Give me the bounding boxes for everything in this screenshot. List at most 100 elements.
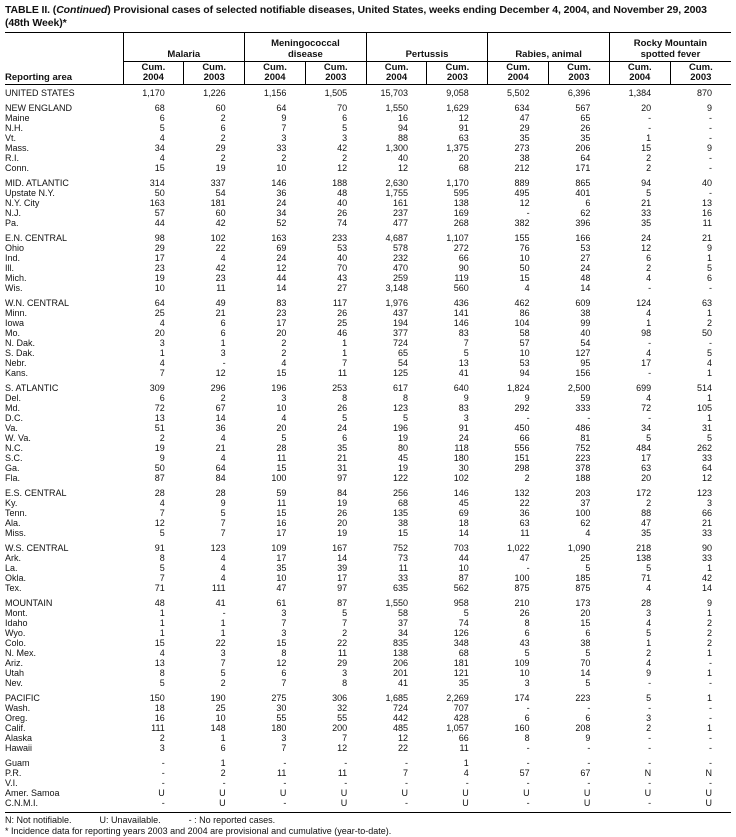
value-cell: 208 (575, 723, 591, 733)
value-cell: 26 (337, 308, 348, 318)
value-cell: 5 (646, 563, 652, 573)
table-bottom-rule (5, 812, 731, 813)
value-cell: N (644, 768, 652, 778)
value-cell: 206 (392, 658, 408, 668)
value-cell: 6 (159, 113, 165, 123)
value-cell: 11 (337, 768, 348, 778)
reporting-area-cell: Amer. Samoa (5, 788, 60, 798)
value-cell: 7 (220, 518, 226, 528)
value-cell: 52 (276, 218, 287, 228)
value-cell: - (161, 768, 165, 778)
value-cell: 174 (514, 693, 530, 703)
value-cell: 1 (706, 693, 712, 703)
value-cell: 42 (215, 263, 226, 273)
reporting-area-cell: D.C. (5, 413, 23, 423)
value-cell: 11 (702, 218, 712, 228)
value-cell: 298 (514, 463, 530, 473)
value-cell: 875 (514, 583, 530, 593)
value-cell: 67 (215, 403, 226, 413)
value-cell: 16 (701, 208, 712, 218)
value-cell: 138 (392, 648, 408, 658)
value-cell: U (583, 788, 591, 798)
value-cell: 19 (215, 163, 226, 173)
value-cell: 47 (519, 113, 530, 123)
value-cell: 29 (154, 243, 165, 253)
value-cell: 835 (392, 638, 408, 648)
table-row: N.J. 57 60 34 26 237 169 - 62 33 16 (5, 208, 731, 218)
table-row: Ill. 23 42 12 70 470 90 50 24 2 5 (5, 263, 731, 273)
value-cell: 1 (706, 308, 712, 318)
value-cell: 66 (519, 433, 530, 443)
value-cell: 50 (154, 188, 165, 198)
value-cell: 1 (646, 318, 652, 328)
table-row: Del. 6 2 3 8 8 9 9 59 4 1 (5, 393, 731, 403)
reporting-area-cell: Mass. (5, 143, 30, 153)
value-cell: 25 (337, 318, 348, 328)
value-cell: 3 (220, 648, 226, 658)
value-cell: 109 (271, 543, 287, 553)
value-cell: 146 (271, 178, 287, 188)
value-cell: 401 (575, 188, 591, 198)
footnote-legend: N: Not notifiable. U: Unavailable. - : No … (5, 815, 731, 826)
value-cell: 22 (519, 498, 530, 508)
value-cell: 1 (646, 133, 652, 143)
value-cell: 18 (458, 518, 469, 528)
reporting-area-cell: Conn. (5, 163, 30, 173)
value-cell: 10 (276, 163, 287, 173)
value-cell: 59 (580, 393, 591, 403)
value-cell: 31 (701, 423, 712, 433)
value-cell: 210 (514, 598, 530, 608)
value-cell: 14 (580, 668, 591, 678)
table-row: Amer. Samoa U U U U U U U U U U (5, 788, 731, 798)
value-cell: 126 (453, 628, 469, 638)
value-cell: - (526, 743, 530, 753)
value-cell: 167 (332, 543, 348, 553)
table-row: Mich. 19 23 44 43 259 119 15 48 4 6 (5, 273, 731, 283)
reporting-area-cell: Mo. (5, 328, 21, 338)
value-cell: 34 (641, 423, 652, 433)
value-cell: 4 (220, 453, 226, 463)
footnote-note: * Incidence data for reporting years 200… (5, 826, 392, 836)
reporting-area-cell: UNITED STATES (5, 88, 75, 98)
value-cell: - (709, 678, 712, 688)
value-cell: 33 (641, 208, 652, 218)
value-cell: 111 (151, 723, 165, 733)
value-cell: 12 (276, 658, 287, 668)
value-cell: 41 (215, 598, 226, 608)
value-cell: 62 (580, 518, 591, 528)
value-cell: 724 (392, 338, 408, 348)
table-row: Tex. 71 111 47 97 635 562 875 875 4 14 (5, 583, 731, 593)
title-continued: Continued (56, 4, 108, 16)
value-cell: 889 (514, 178, 530, 188)
value-cell: 3 (281, 608, 287, 618)
value-cell: 17 (337, 573, 348, 583)
value-cell: 12 (397, 163, 408, 173)
value-cell: 333 (575, 403, 591, 413)
value-cell: 8 (402, 393, 408, 403)
value-cell: 88 (641, 508, 652, 518)
value-cell: 171 (575, 163, 591, 173)
table-row: S. Dak. 1 3 2 1 65 5 10 127 4 5 (5, 348, 731, 358)
value-cell: 87 (337, 598, 348, 608)
value-cell: 4 (281, 413, 287, 423)
value-cell: 377 (392, 328, 408, 338)
value-cell: 8 (342, 678, 348, 688)
value-cell: - (648, 743, 652, 753)
value-cell: - (587, 413, 591, 423)
value-cell: 6 (585, 198, 591, 208)
value-cell: 262 (696, 443, 712, 453)
value-cell: 1,976 (385, 298, 408, 308)
value-cell: 635 (392, 583, 408, 593)
value-cell: 84 (337, 488, 348, 498)
value-cell: 486 (575, 423, 591, 433)
value-cell: 4 (646, 273, 652, 283)
value-cell: 3 (281, 133, 287, 143)
table-row: Mont. 1 - 3 5 58 5 26 20 3 1 (5, 608, 731, 618)
col-header-3-2004: Cum. 2004 (487, 61, 549, 85)
value-cell: 4 (646, 658, 652, 668)
value-cell: 10 (458, 563, 469, 573)
value-cell: 4 (646, 308, 652, 318)
value-cell: 62 (580, 208, 591, 218)
value-cell: 8 (159, 668, 165, 678)
value-cell: 48 (337, 188, 348, 198)
